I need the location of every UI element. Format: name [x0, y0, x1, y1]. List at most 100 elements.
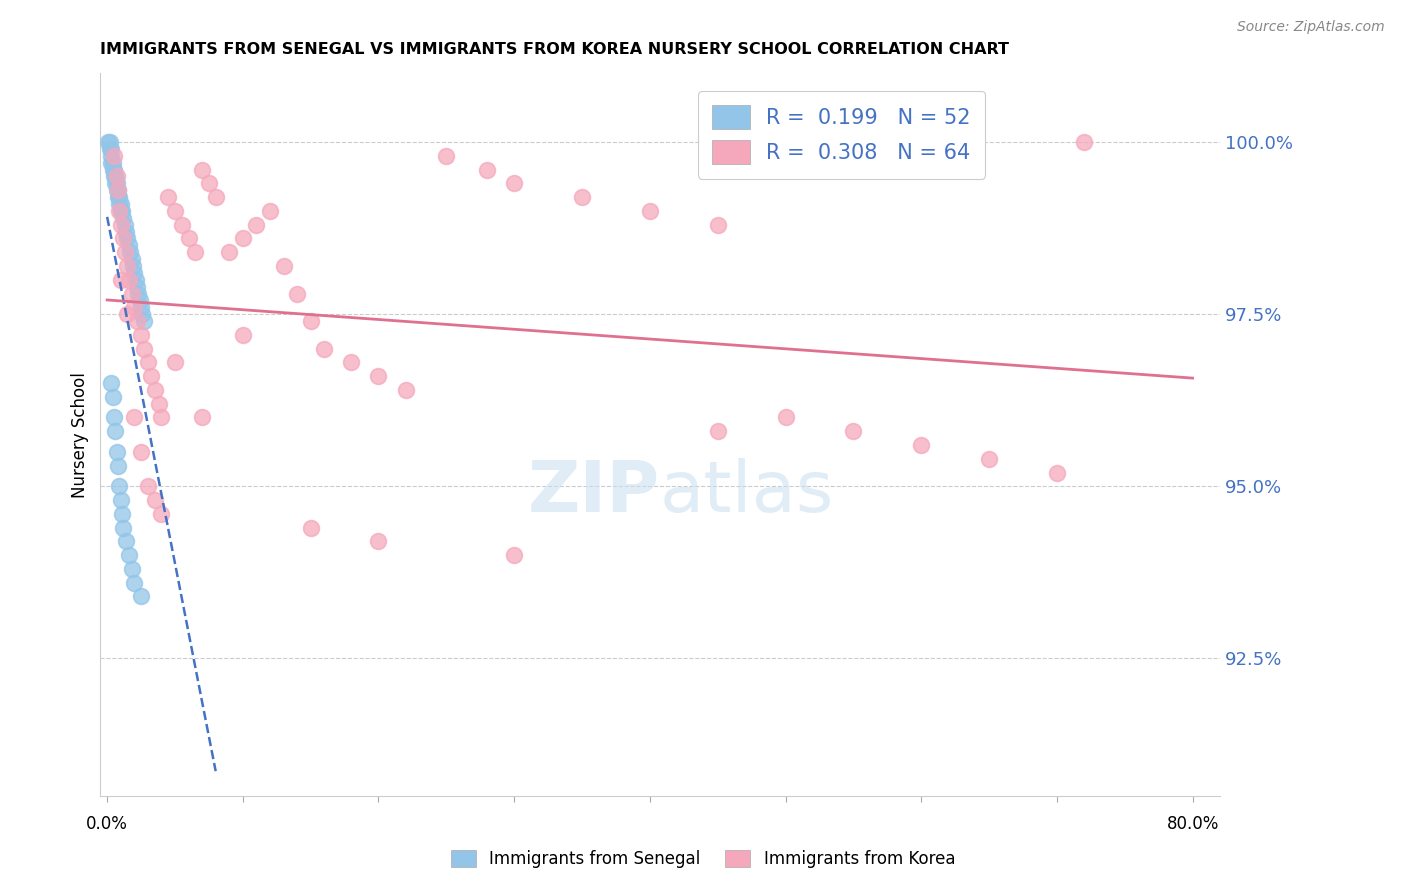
Point — [115, 534, 138, 549]
Point — [191, 410, 214, 425]
Point — [122, 259, 145, 273]
Point — [395, 383, 418, 397]
Point — [107, 183, 129, 197]
Point — [112, 520, 135, 534]
Point — [129, 445, 152, 459]
Point — [120, 245, 142, 260]
Point — [143, 383, 166, 397]
Text: atlas: atlas — [659, 458, 834, 527]
Point — [434, 149, 457, 163]
Point — [103, 162, 125, 177]
Point — [110, 218, 132, 232]
Point — [232, 231, 254, 245]
Point — [367, 534, 389, 549]
Point — [110, 203, 132, 218]
Point — [198, 177, 221, 191]
Point — [503, 177, 526, 191]
Point — [163, 355, 186, 369]
Point — [273, 259, 295, 273]
Point — [314, 342, 336, 356]
Point — [1073, 135, 1095, 149]
Point — [910, 438, 932, 452]
Point — [101, 390, 124, 404]
Point — [127, 286, 149, 301]
Point — [367, 369, 389, 384]
Point — [148, 397, 170, 411]
Point — [136, 355, 159, 369]
Point — [259, 203, 281, 218]
Point — [103, 169, 125, 184]
Point — [299, 520, 322, 534]
Point — [638, 203, 661, 218]
Point — [150, 507, 173, 521]
Point — [108, 197, 131, 211]
Point — [114, 218, 136, 232]
Point — [128, 293, 150, 308]
Point — [104, 177, 127, 191]
Point — [706, 218, 728, 232]
Point — [118, 273, 141, 287]
Point — [184, 245, 207, 260]
Point — [107, 183, 129, 197]
Point — [706, 424, 728, 438]
Point — [299, 314, 322, 328]
Point — [105, 177, 128, 191]
Point — [139, 369, 162, 384]
Point — [111, 203, 134, 218]
Point — [150, 410, 173, 425]
Point — [100, 142, 122, 156]
Point — [204, 190, 226, 204]
Point — [245, 218, 267, 232]
Point — [475, 162, 498, 177]
Text: IMMIGRANTS FROM SENEGAL VS IMMIGRANTS FROM KOREA NURSERY SCHOOL CORRELATION CHAR: IMMIGRANTS FROM SENEGAL VS IMMIGRANTS FR… — [100, 42, 1010, 57]
Point — [129, 300, 152, 314]
Point — [103, 149, 125, 163]
Point — [157, 190, 180, 204]
Point — [191, 162, 214, 177]
Point — [108, 190, 131, 204]
Legend: Immigrants from Senegal, Immigrants from Korea: Immigrants from Senegal, Immigrants from… — [444, 843, 962, 875]
Point — [121, 562, 143, 576]
Point — [111, 507, 134, 521]
Point — [108, 203, 131, 218]
Point — [129, 590, 152, 604]
Point — [122, 575, 145, 590]
Point — [163, 203, 186, 218]
Point — [124, 273, 146, 287]
Legend: R =  0.199   N = 52, R =  0.308   N = 64: R = 0.199 N = 52, R = 0.308 N = 64 — [697, 91, 986, 178]
Point — [118, 238, 141, 252]
Point — [117, 231, 139, 245]
Point — [100, 149, 122, 163]
Point — [110, 273, 132, 287]
Point — [503, 548, 526, 562]
Point — [842, 424, 865, 438]
Point — [121, 252, 143, 266]
Point — [122, 410, 145, 425]
Text: 80.0%: 80.0% — [1167, 815, 1219, 833]
Y-axis label: Nursery School: Nursery School — [72, 372, 89, 498]
Point — [977, 451, 1000, 466]
Point — [177, 231, 200, 245]
Point — [1046, 466, 1069, 480]
Point — [170, 218, 193, 232]
Point — [132, 314, 155, 328]
Text: 0.0%: 0.0% — [86, 815, 128, 833]
Point — [104, 424, 127, 438]
Point — [340, 355, 363, 369]
Point — [131, 307, 153, 321]
Point — [103, 410, 125, 425]
Point — [285, 286, 308, 301]
Point — [122, 300, 145, 314]
Point — [101, 162, 124, 177]
Point — [107, 458, 129, 473]
Point — [100, 376, 122, 390]
Point — [101, 155, 124, 169]
Point — [136, 479, 159, 493]
Point — [105, 183, 128, 197]
Point — [100, 155, 122, 169]
Point — [114, 245, 136, 260]
Point — [98, 142, 121, 156]
Point — [143, 493, 166, 508]
Point — [104, 169, 127, 184]
Point — [118, 548, 141, 562]
